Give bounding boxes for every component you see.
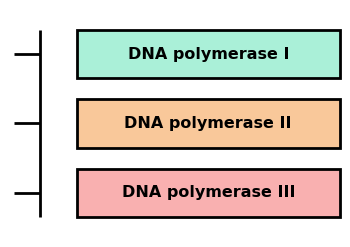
FancyBboxPatch shape bbox=[77, 30, 340, 79]
FancyBboxPatch shape bbox=[77, 168, 340, 217]
Text: DNA polymerase III: DNA polymerase III bbox=[121, 185, 295, 200]
Text: DNA polymerase II: DNA polymerase II bbox=[125, 116, 292, 131]
Text: DNA polymerase I: DNA polymerase I bbox=[127, 47, 289, 62]
FancyBboxPatch shape bbox=[77, 100, 340, 148]
